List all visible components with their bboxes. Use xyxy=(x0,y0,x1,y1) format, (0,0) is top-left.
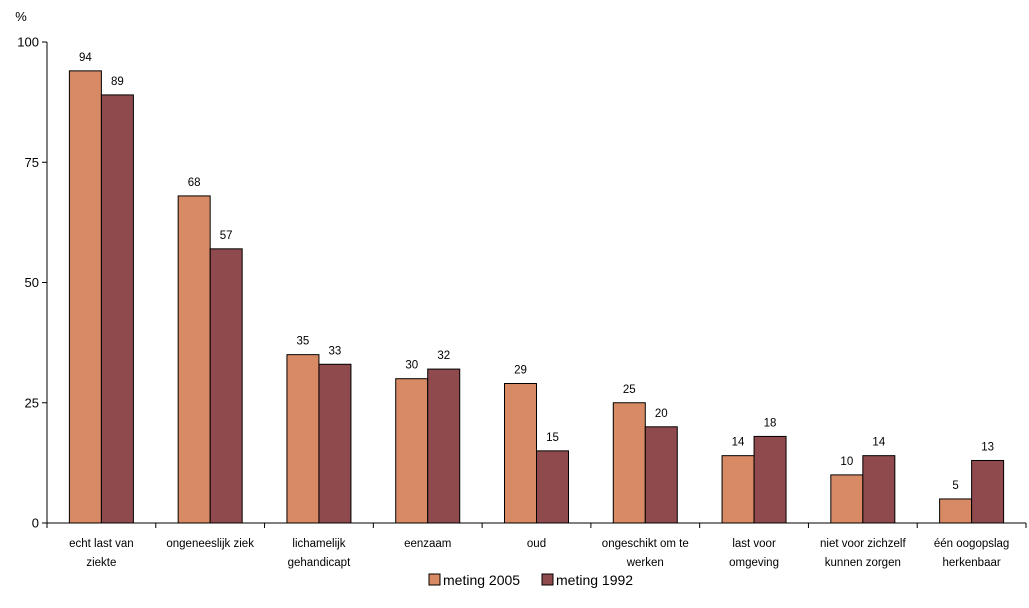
data-label: 14 xyxy=(872,437,885,449)
y-axis-unit-label: % xyxy=(15,9,27,24)
legend: meting 2005 meting 1992 xyxy=(428,572,633,588)
data-label: 25 xyxy=(623,384,636,396)
data-label: 13 xyxy=(981,441,994,453)
data-label: 14 xyxy=(732,437,745,449)
x-category-label: ziekte xyxy=(86,557,116,569)
plot-area: 0 25 50 75 100 94 89 echt last van ziekte 68 57 ong… xyxy=(17,35,1027,569)
legend-label: meting 2005 xyxy=(443,572,520,588)
x-category-label: ongeschikt om te xyxy=(602,538,689,550)
legend-swatch xyxy=(541,573,554,586)
x-category-label: werken xyxy=(626,557,664,569)
y-tick-label: 100 xyxy=(17,35,39,50)
data-label: 35 xyxy=(297,336,310,348)
bar-meting-1992 xyxy=(318,363,352,524)
x-category-label: eenzaam xyxy=(404,538,451,550)
data-label: 29 xyxy=(514,365,527,377)
data-label: 89 xyxy=(111,76,124,88)
x-category-label: niet voor zichzelf xyxy=(820,538,906,550)
bar-meting-1992 xyxy=(862,455,896,524)
data-label: 5 xyxy=(952,480,958,492)
data-label: 10 xyxy=(840,456,853,468)
data-label: 18 xyxy=(764,417,777,429)
y-tick-label: 75 xyxy=(25,155,39,170)
x-category-label: omgeving xyxy=(729,557,779,569)
legend-label: meting 1992 xyxy=(556,572,633,588)
data-label: 15 xyxy=(546,432,559,444)
bar-meting-1992 xyxy=(644,426,678,524)
y-tick-label: 0 xyxy=(32,516,39,531)
data-label: 30 xyxy=(405,360,418,372)
bar-meting-2005 xyxy=(939,498,973,524)
bar-meting-2005 xyxy=(395,378,429,524)
data-label: 94 xyxy=(79,52,92,64)
bar-meting-2005 xyxy=(612,402,646,524)
x-category-label: kunnen zorgen xyxy=(825,557,901,569)
bar-meting-2005 xyxy=(721,455,755,524)
x-category-label: lichamelijk xyxy=(292,538,345,550)
bar-meting-1992 xyxy=(100,94,134,524)
bar-meting-1992 xyxy=(209,248,243,524)
x-category-label: echt last van xyxy=(69,538,134,550)
bar-meting-1992 xyxy=(753,435,787,524)
x-category-label: oud xyxy=(527,538,546,550)
bar-meting-1992 xyxy=(427,368,461,524)
data-label: 57 xyxy=(220,230,233,242)
x-category-label: gehandicapt xyxy=(288,557,351,569)
data-label: 32 xyxy=(437,350,450,362)
x-category-label: herkenbaar xyxy=(943,557,1001,569)
bar-meting-2005 xyxy=(177,195,211,524)
legend-swatch xyxy=(428,573,441,586)
bar-meting-1992 xyxy=(536,450,569,524)
data-label: 20 xyxy=(655,408,668,420)
data-label: 33 xyxy=(329,345,342,357)
x-category-label: één oogopslag xyxy=(934,538,1009,550)
x-category-label: last voor xyxy=(732,538,776,550)
bar-meting-2005 xyxy=(68,70,102,524)
bar-meting-2005 xyxy=(286,354,320,524)
x-category-label: ongeneeslijk ziek xyxy=(166,538,254,550)
y-tick-label: 50 xyxy=(25,275,39,290)
data-label: 68 xyxy=(188,177,201,189)
bar-meting-2005 xyxy=(504,383,537,524)
bar-meting-1992 xyxy=(971,459,1005,524)
bar-meting-2005 xyxy=(830,474,864,524)
y-tick-label: 25 xyxy=(25,395,39,410)
